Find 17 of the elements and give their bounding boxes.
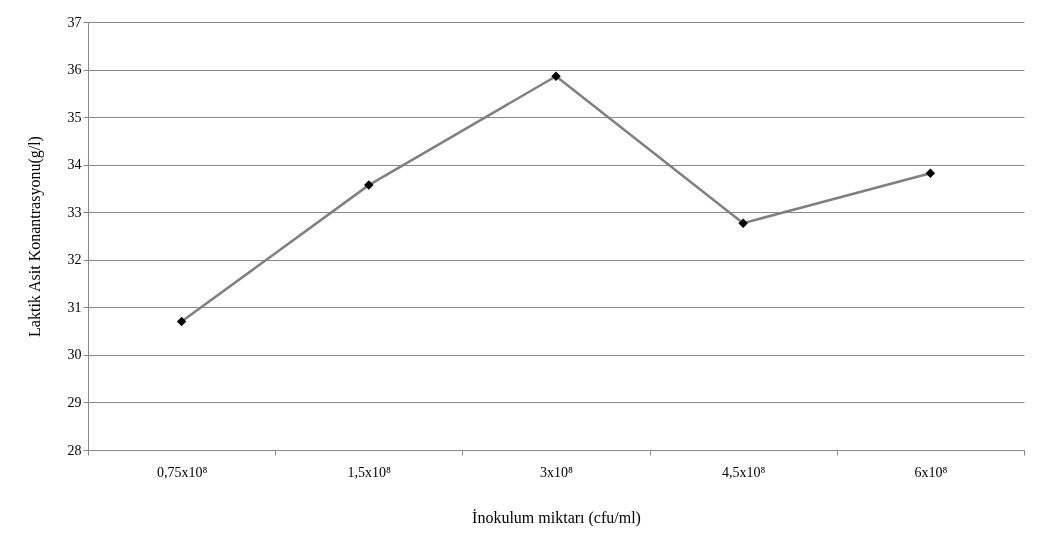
y-axis-title: Laktik Asit Konantrasyonu(g/l) — [25, 136, 44, 337]
y-tick-label: 29 — [67, 394, 82, 410]
y-tick-label: 33 — [67, 204, 82, 220]
x-axis-title: İnokulum miktarı (cfu/ml) — [472, 508, 641, 527]
y-tick-label: 32 — [67, 252, 82, 268]
y-tick-label: 28 — [67, 442, 82, 458]
x-tick-label: 3x10⁸ — [540, 464, 574, 480]
y-tick-label: 30 — [67, 347, 82, 363]
x-tick-label: 0,75x10⁸ — [156, 464, 208, 480]
x-tick-label: 6x10⁸ — [914, 464, 948, 480]
y-tick-label: 31 — [67, 299, 82, 315]
x-tick-label: 1,5x10⁸ — [347, 464, 392, 480]
x-tick-label: 4,5x10⁸ — [722, 464, 766, 480]
y-tick-label: 37 — [67, 14, 82, 30]
y-tick-label: 36 — [67, 62, 82, 78]
y-tick-label: 35 — [67, 109, 82, 125]
y-tick-label: 34 — [67, 157, 82, 173]
